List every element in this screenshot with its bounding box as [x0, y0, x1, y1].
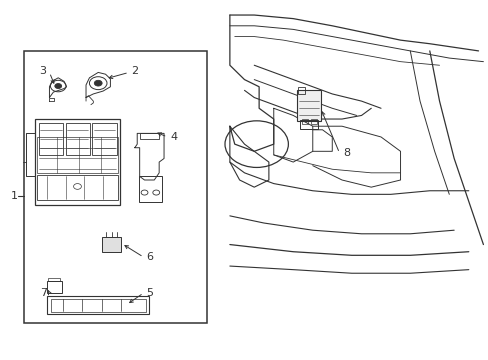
Text: 4: 4	[170, 132, 177, 142]
Circle shape	[55, 84, 61, 89]
Text: 5: 5	[145, 288, 153, 298]
Circle shape	[94, 80, 102, 86]
Text: 2: 2	[131, 66, 138, 76]
Bar	[302, 119, 307, 125]
Bar	[47, 282, 61, 293]
Bar	[102, 237, 121, 252]
Bar	[299, 120, 318, 129]
Bar	[65, 123, 90, 155]
Bar	[48, 278, 60, 282]
Text: 7: 7	[40, 288, 47, 298]
Text: 8: 8	[343, 148, 350, 158]
Bar	[47, 296, 149, 315]
Bar	[51, 299, 145, 312]
Bar	[139, 176, 162, 202]
Bar	[140, 134, 159, 139]
Text: 3: 3	[40, 66, 46, 76]
Bar	[35, 119, 120, 205]
Bar	[297, 90, 320, 121]
Bar	[37, 175, 118, 200]
Bar	[298, 87, 305, 94]
Bar	[39, 123, 63, 155]
Bar	[310, 119, 316, 125]
Bar	[92, 123, 117, 155]
Bar	[24, 51, 206, 323]
Text: 1: 1	[11, 191, 18, 201]
Bar	[37, 137, 118, 173]
Text: 6: 6	[145, 252, 153, 262]
